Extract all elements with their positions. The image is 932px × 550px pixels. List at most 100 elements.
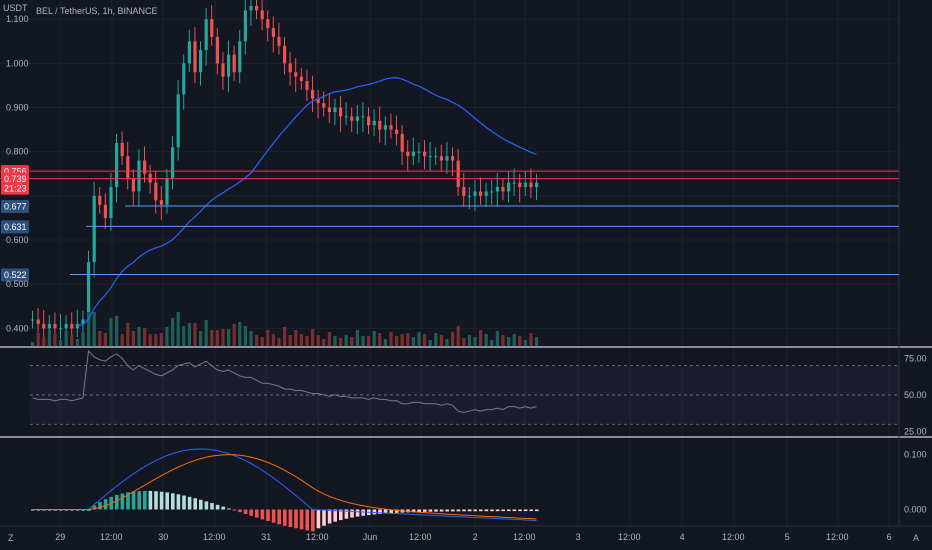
candle-body-4 [53, 323, 57, 329]
volume-bar-32 [210, 330, 214, 346]
candle-body-43 [271, 28, 275, 37]
candle-body-67 [406, 151, 410, 157]
macd-histogram-bar-86 [512, 509, 517, 512]
volume-bar-58 [355, 330, 359, 346]
candle-body-46 [288, 63, 292, 73]
candle-body-35 [227, 54, 231, 77]
time-tick-label: 31 [261, 532, 271, 542]
candle-body-14 [109, 187, 113, 218]
level-tag-0.677: 0.677 [1, 200, 29, 214]
macd-histogram-bar-80 [479, 509, 483, 512]
macd-histogram-bar-84 [501, 509, 505, 512]
macd-histogram-bar-47 [294, 509, 298, 529]
time-tick-label: 2 [473, 532, 478, 542]
timezone-icon: Z [8, 533, 14, 543]
price-tick-label: 1.100 [6, 14, 29, 24]
macd-histogram-bar-55 [339, 509, 343, 521]
rsi-tick-label: 50.00 [904, 390, 927, 400]
candle-body-48 [299, 76, 303, 82]
macd-histogram-bar-23 [159, 491, 164, 510]
time-tick-label: 12:00 [513, 532, 536, 542]
volume-bar-86 [512, 334, 516, 346]
level-tag-value: 0.677 [4, 202, 27, 212]
macd-histogram-bar-75 [451, 509, 455, 512]
volume-bar-42 [266, 330, 270, 346]
candle-body-87 [518, 182, 522, 188]
macd-histogram-bar-53 [327, 509, 332, 524]
candle-body-28 [187, 41, 191, 64]
volume-bar-61 [372, 331, 376, 346]
candle-body-78 [467, 195, 471, 197]
volume-bar-31 [204, 320, 208, 346]
candle-body-8 [75, 323, 79, 329]
candle-body-81 [484, 191, 488, 196]
candle-body-83 [495, 187, 499, 192]
volume-bar-54 [333, 336, 337, 346]
time-tick-label: 12:00 [409, 532, 432, 542]
time-tick-label: 4 [680, 532, 685, 542]
volume-bar-26 [176, 312, 180, 346]
volume-bar-56 [344, 335, 348, 346]
level-tag-0.631: 0.631 [1, 220, 29, 234]
macd-histogram-bar-62 [378, 509, 382, 514]
candle-body-47 [294, 72, 298, 77]
candle-body-59 [361, 116, 365, 118]
volume-bar-88 [523, 340, 527, 346]
macd-histogram-bar-43 [271, 509, 276, 523]
macd-histogram-bar-88 [523, 509, 528, 512]
volume-bar-90 [535, 337, 539, 346]
volume-bar-41 [260, 337, 264, 346]
volume-bar-68 [411, 337, 415, 346]
candle-body-60 [367, 116, 371, 126]
macd-histogram-bar-48 [299, 509, 304, 530]
candle-body-3 [47, 323, 51, 329]
volume-bar-30 [199, 331, 203, 346]
candle-body-12 [98, 195, 102, 205]
macd-histogram-bar-36 [232, 509, 237, 511]
volume-bar-74 [445, 339, 449, 346]
macd-histogram-bar-56 [344, 509, 349, 519]
macd-histogram-bar-38 [243, 509, 248, 515]
rsi-line [32, 349, 537, 414]
candle-body-70 [423, 151, 427, 157]
candle-body-38 [243, 10, 247, 42]
macd-histogram-bar-72 [434, 509, 438, 512]
macd-histogram-bar-24 [165, 492, 169, 510]
symbol-title: BEL / TetherUS, 1h, BINANCE [36, 6, 158, 16]
candle-body-77 [462, 187, 466, 196]
candle-body-75 [451, 156, 455, 161]
volume-bar-52 [322, 339, 326, 346]
macd-histogram-bar-34 [221, 506, 225, 510]
candle-body-29 [193, 41, 197, 73]
volume-bar-89 [529, 333, 533, 346]
volume-bar-44 [277, 338, 281, 346]
level-tag-value: 0.739 [4, 174, 27, 184]
macd-histogram-bar-65 [395, 509, 399, 513]
volume-bar-4 [53, 334, 57, 346]
macd-histogram-bar-46 [288, 509, 293, 528]
candle-body-34 [221, 63, 225, 77]
macd-histogram-bar-76 [456, 509, 461, 512]
candle-body-80 [479, 191, 483, 196]
candle-body-49 [305, 81, 309, 90]
candle-body-71 [428, 156, 432, 158]
volume-bar-59 [361, 336, 365, 346]
candle-body-40 [255, 6, 259, 11]
volume-bar-38 [243, 326, 247, 346]
candle-body-41 [260, 10, 264, 20]
candle-body-36 [232, 54, 236, 73]
volume-bar-79 [473, 337, 477, 346]
volume-bar-7 [70, 335, 74, 346]
volume-bar-85 [507, 337, 511, 346]
candle-body-16 [120, 142, 124, 157]
volume-bar-71 [428, 340, 432, 346]
volume-bar-65 [395, 336, 399, 346]
volume-bar-49 [305, 336, 309, 346]
macd-histogram-bar-57 [350, 509, 354, 518]
volume-bar-75 [451, 332, 455, 346]
volume-bar-5 [59, 340, 63, 346]
auto-scale-icon: A [913, 533, 919, 543]
price-tick-label: 0.500 [6, 279, 29, 289]
